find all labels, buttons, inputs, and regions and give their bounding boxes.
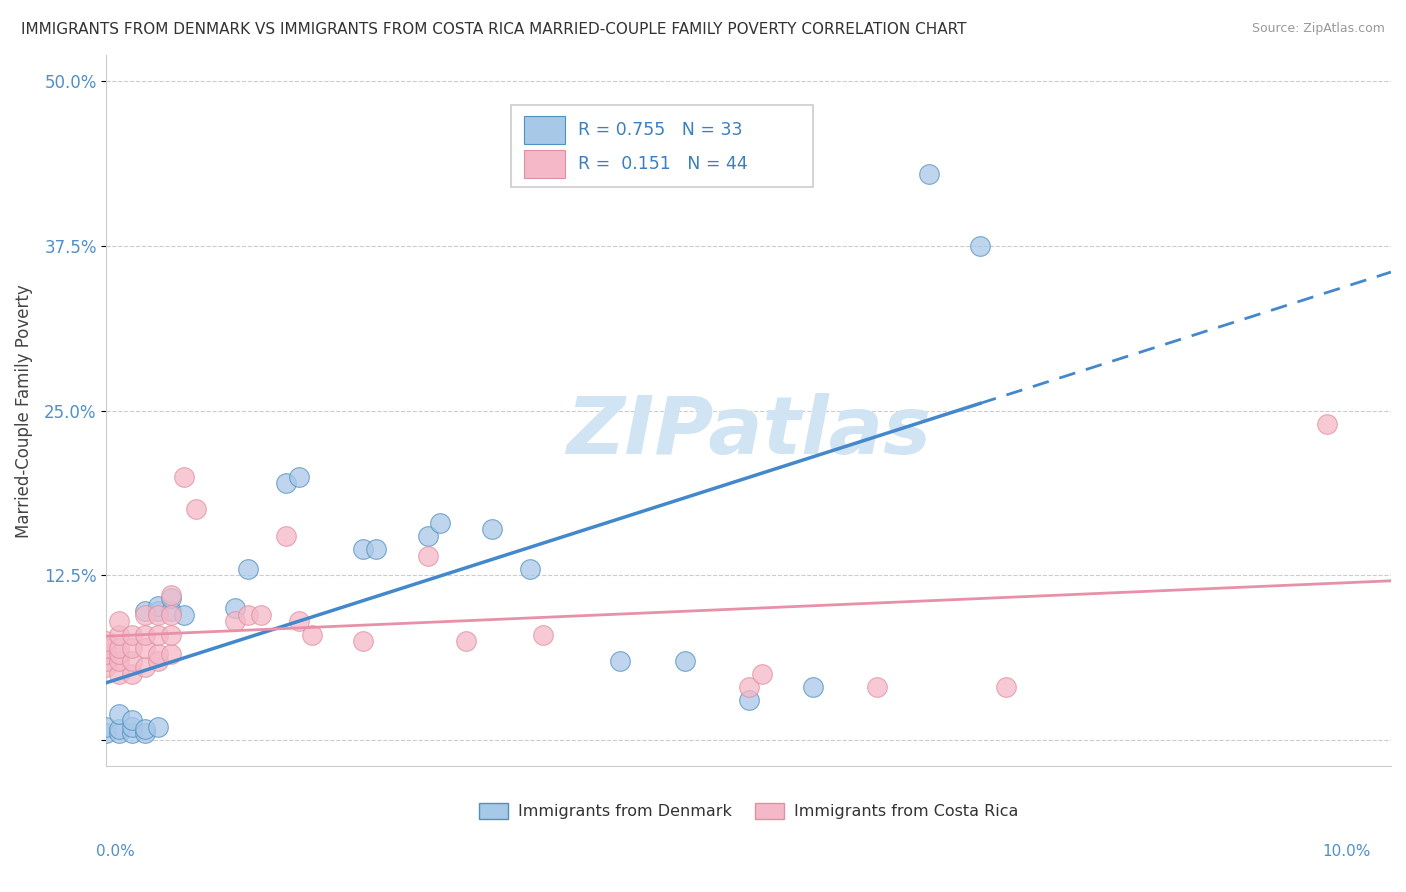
Point <box>146 627 169 641</box>
Point <box>134 607 156 622</box>
Point <box>301 627 323 641</box>
Point <box>108 627 131 641</box>
Point <box>96 720 118 734</box>
Point <box>146 720 169 734</box>
Point <box>236 562 259 576</box>
Point <box>519 562 541 576</box>
Point <box>108 640 131 655</box>
Point <box>121 667 143 681</box>
Point <box>121 627 143 641</box>
Point <box>276 476 298 491</box>
Text: R = 0.755   N = 33: R = 0.755 N = 33 <box>578 120 742 139</box>
Point <box>134 640 156 655</box>
Point <box>108 723 131 737</box>
Point <box>159 588 181 602</box>
Point <box>481 522 503 536</box>
Point <box>121 713 143 727</box>
Point <box>173 607 195 622</box>
Point <box>673 654 696 668</box>
Point <box>134 723 156 737</box>
Point <box>751 667 773 681</box>
Text: Source: ZipAtlas.com: Source: ZipAtlas.com <box>1251 22 1385 36</box>
Text: 10.0%: 10.0% <box>1323 845 1371 859</box>
Y-axis label: Married-Couple Family Poverty: Married-Couple Family Poverty <box>15 284 32 538</box>
Point <box>108 654 131 668</box>
Point <box>121 640 143 655</box>
Point <box>96 660 118 674</box>
Point <box>352 541 374 556</box>
Point <box>159 607 181 622</box>
Point <box>186 502 208 516</box>
Point <box>738 680 761 694</box>
Point <box>121 720 143 734</box>
Point <box>108 648 131 662</box>
Point <box>121 654 143 668</box>
Point <box>121 726 143 740</box>
Point <box>236 607 259 622</box>
Point <box>134 660 156 674</box>
Point <box>96 640 118 655</box>
Point <box>609 654 631 668</box>
FancyBboxPatch shape <box>512 105 813 186</box>
Point <box>288 615 311 629</box>
Point <box>146 599 169 613</box>
Point <box>288 469 311 483</box>
Point <box>994 680 1017 694</box>
Point <box>173 469 195 483</box>
Point <box>969 239 991 253</box>
Point <box>146 604 169 618</box>
Point <box>134 726 156 740</box>
Point <box>866 680 889 694</box>
Point <box>134 604 156 618</box>
Text: 0.0%: 0.0% <box>96 845 135 859</box>
Point <box>801 680 824 694</box>
Point <box>531 627 554 641</box>
Point <box>366 541 388 556</box>
Point <box>96 634 118 648</box>
Text: R =  0.151   N = 44: R = 0.151 N = 44 <box>578 155 748 173</box>
Point <box>224 615 246 629</box>
Point <box>134 627 156 641</box>
Point <box>276 529 298 543</box>
Point <box>108 667 131 681</box>
Point <box>224 601 246 615</box>
Point <box>108 706 131 721</box>
FancyBboxPatch shape <box>524 116 565 144</box>
Text: ZIPatlas: ZIPatlas <box>567 393 931 471</box>
Point <box>96 648 118 662</box>
Point <box>159 648 181 662</box>
Point <box>146 648 169 662</box>
Point <box>159 604 181 618</box>
Point <box>96 654 118 668</box>
Point <box>416 549 439 563</box>
Point <box>249 607 271 622</box>
Point <box>146 654 169 668</box>
FancyBboxPatch shape <box>524 150 565 178</box>
Point <box>429 516 451 530</box>
Point <box>352 634 374 648</box>
Point <box>416 529 439 543</box>
Point <box>108 615 131 629</box>
Point <box>159 627 181 641</box>
Point <box>159 591 181 605</box>
Point <box>917 167 939 181</box>
Text: IMMIGRANTS FROM DENMARK VS IMMIGRANTS FROM COSTA RICA MARRIED-COUPLE FAMILY POVE: IMMIGRANTS FROM DENMARK VS IMMIGRANTS FR… <box>21 22 966 37</box>
Point <box>96 726 118 740</box>
Legend: Immigrants from Denmark, Immigrants from Costa Rica: Immigrants from Denmark, Immigrants from… <box>472 797 1025 826</box>
Point <box>108 726 131 740</box>
Point <box>1316 417 1339 431</box>
Point <box>456 634 478 648</box>
Point <box>738 693 761 707</box>
Point <box>146 607 169 622</box>
